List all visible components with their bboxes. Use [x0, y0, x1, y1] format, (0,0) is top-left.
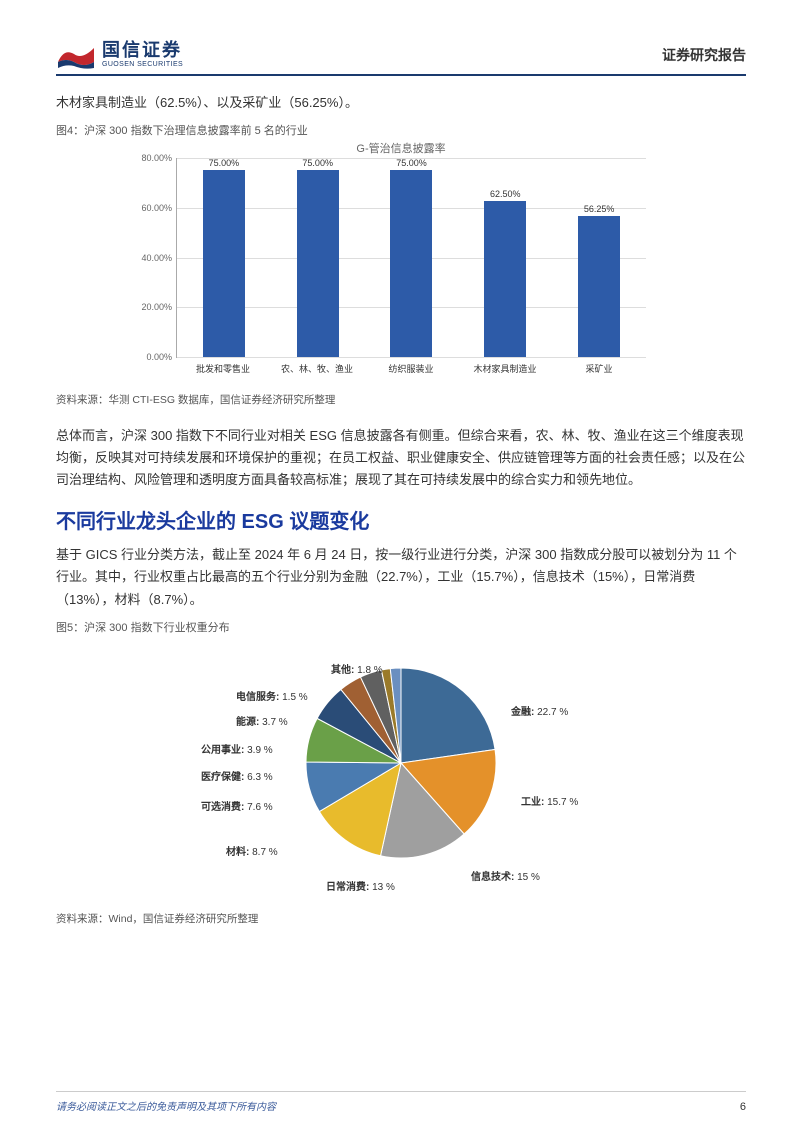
fig5-source: 资料来源：Wind，国信证券经济研究所整理 [56, 911, 746, 926]
bar-value-label: 75.00% [302, 158, 333, 168]
bar-value-label: 56.25% [584, 204, 615, 214]
pie-slice-label: 公用事业: 3.9 % [201, 741, 273, 756]
pie-slice-label: 电信服务: 1.5 % [236, 688, 308, 703]
bar: 56.25% [557, 204, 641, 357]
pie-slice-label: 其他: 1.8 % [331, 661, 383, 676]
bar: 75.00% [275, 158, 359, 358]
x-axis-label: 采矿业 [557, 362, 642, 375]
bar-value-label: 75.00% [396, 158, 427, 168]
pie-slice [401, 668, 495, 763]
y-axis-tick: 40.00% [127, 253, 172, 263]
logo-name-cn: 国信证券 [102, 41, 183, 61]
bar: 75.00% [369, 158, 453, 358]
x-axis-label: 农、林、牧、渔业 [275, 362, 360, 375]
pie-slice-label: 材料: 8.7 % [226, 843, 278, 858]
fig5-pie-chart: 金融: 22.7 % 工业: 15.7 % 信息技术: 15 % 日常消费: 13 %… [56, 643, 746, 903]
fig5-caption: 图5：沪深 300 指数下行业权重分布 [56, 619, 746, 635]
bar: 62.50% [463, 189, 547, 357]
summary-paragraph: 总体而言，沪深 300 指数下不同行业对相关 ESG 信息披露各有侧重。但综合来… [56, 425, 746, 491]
pie-slice-label: 能源: 3.7 % [236, 713, 288, 728]
page-footer: 请务必阅读正文之后的免责声明及其项下所有内容 6 [56, 1091, 746, 1113]
bar-value-label: 62.50% [490, 189, 521, 199]
x-axis-label: 批发和零售业 [181, 362, 266, 375]
section-intro-paragraph: 基于 GICS 行业分类方法，截止至 2024 年 6 月 24 日，按一级行业… [56, 544, 746, 610]
x-axis-label: 木材家具制造业 [463, 362, 548, 375]
logo-icon [56, 40, 96, 70]
pie-slice-label: 可选消费: 7.6 % [201, 798, 273, 813]
footer-disclaimer: 请务必阅读正文之后的免责声明及其项下所有内容 [56, 1098, 276, 1113]
pie-slice-label: 信息技术: 15 % [471, 868, 540, 883]
fig4-caption: 图4：沪深 300 指数下治理信息披露率前 5 名的行业 [56, 122, 746, 138]
pie-slice-label: 工业: 15.7 % [521, 793, 578, 808]
fig4-source: 资料来源：华测 CTI-ESG 数据库，国信证券经济研究所整理 [56, 392, 746, 407]
y-axis-tick: 20.00% [127, 302, 172, 312]
y-axis-tick: 80.00% [127, 153, 172, 163]
x-axis-label: 纺织服装业 [369, 362, 454, 375]
section-heading: 不同行业龙头企业的 ESG 议题变化 [56, 505, 746, 534]
footer-page-number: 6 [740, 1101, 746, 1113]
report-header: 国信证券 GUOSEN SECURITIES 证券研究报告 [56, 40, 746, 76]
fig4-bar-chart: 0.00%20.00%40.00%60.00%80.00%75.00%75.00… [116, 158, 666, 388]
brand-logo: 国信证券 GUOSEN SECURITIES [56, 40, 183, 70]
pie-slice-label: 医疗保健: 6.3 % [201, 768, 273, 783]
pie-slice-label: 金融: 22.7 % [511, 703, 568, 718]
pie-slice-label: 日常消费: 13 % [326, 878, 395, 893]
bar-value-label: 75.00% [209, 158, 240, 168]
bar: 75.00% [182, 158, 266, 358]
intro-paragraph: 木材家具制造业（62.5%）、以及采矿业（56.25%）。 [56, 92, 746, 114]
y-axis-tick: 60.00% [127, 203, 172, 213]
y-axis-tick: 0.00% [127, 352, 172, 362]
logo-name-en: GUOSEN SECURITIES [102, 61, 183, 69]
header-report-type: 证券研究报告 [662, 45, 746, 65]
